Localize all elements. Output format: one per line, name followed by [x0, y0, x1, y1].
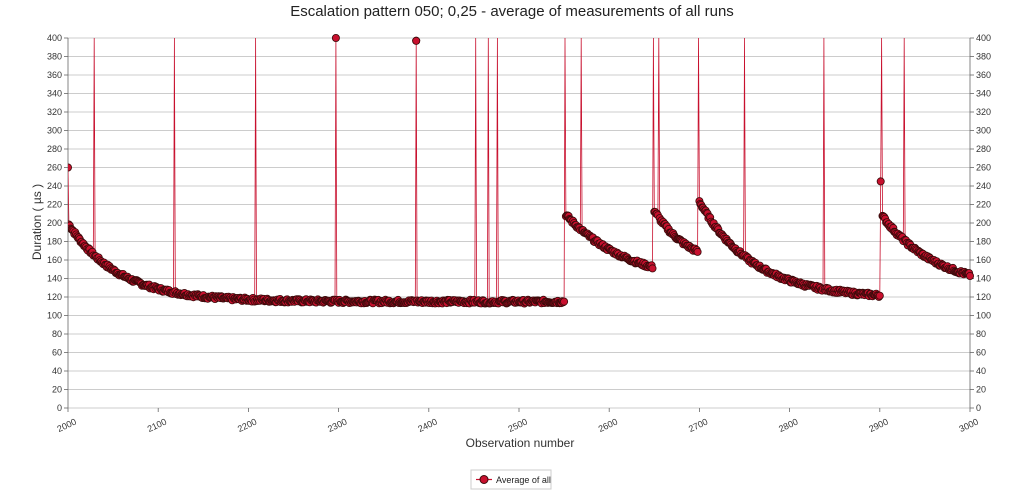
x-tick-label: 2900 — [867, 417, 889, 435]
y-tick-label: 80 — [52, 329, 62, 339]
y-tick-label: 340 — [976, 89, 991, 99]
y-tick-label: 100 — [976, 311, 991, 321]
y-tick-label: 140 — [47, 274, 62, 284]
grid — [67, 37, 971, 409]
y-tick-label: 40 — [976, 366, 986, 376]
x-tick-label: 2100 — [146, 417, 168, 435]
x-tick-label: 2500 — [507, 417, 529, 435]
y-tick-label: 160 — [976, 255, 991, 265]
data-point — [68, 163, 72, 172]
y-tick-label: 0 — [57, 403, 62, 413]
y-axis-right: 0 20 40 60 80 100 120 140 160 180 200 220 240 260 280 3… — [970, 33, 991, 413]
y-tick-label: 380 — [47, 52, 62, 62]
data-point — [876, 177, 885, 186]
y-tick-label: 0 — [976, 403, 981, 413]
y-tick-label: 120 — [976, 292, 991, 302]
y-tick-label: 200 — [47, 218, 62, 228]
y-tick-label: 320 — [976, 107, 991, 117]
legend-label: Average of all — [496, 475, 551, 485]
y-tick-label: 40 — [52, 366, 62, 376]
series-average-of-all — [68, 34, 975, 308]
y-tick-label: 280 — [976, 144, 991, 154]
x-tick-label: 2400 — [416, 417, 438, 435]
x-tick-label: 2200 — [236, 417, 258, 435]
y-tick-label: 260 — [47, 163, 62, 173]
y-axis-left: 0 20 40 60 80 100 120 140 160 180 200 220 240 260 280 3… — [47, 33, 68, 413]
y-tick-label: 180 — [47, 237, 62, 247]
y-tick-label: 140 — [976, 274, 991, 284]
chart-title: Escalation pattern 050; 0,25 - average o… — [290, 3, 734, 20]
y-tick-label: 300 — [47, 126, 62, 136]
spike-point — [412, 36, 421, 45]
y-tick-label: 360 — [47, 70, 62, 80]
y-tick-label: 200 — [976, 218, 991, 228]
y-tick-label: 280 — [47, 144, 62, 154]
x-axis-label: Observation number — [466, 436, 575, 450]
x-tick-label: 3000 — [958, 417, 980, 435]
x-tick-label: 2000 — [56, 417, 78, 435]
y-tick-label: 380 — [976, 52, 991, 62]
y-tick-label: 340 — [47, 89, 62, 99]
x-tick-label: 2300 — [326, 417, 348, 435]
data-point — [560, 297, 569, 306]
y-tick-label: 220 — [47, 200, 62, 210]
y-tick-label: 80 — [976, 329, 986, 339]
series-line — [68, 37, 971, 305]
spike-point — [331, 34, 340, 43]
y-tick-label: 240 — [976, 181, 991, 191]
y-tick-label: 20 — [52, 385, 62, 395]
data-point — [966, 271, 975, 280]
y-tick-label: 20 — [976, 385, 986, 395]
y-tick-label: 400 — [47, 33, 62, 43]
x-tick-label: 2800 — [777, 417, 799, 435]
x-axis: 2000 2100 2200 2300 2400 2500 2600 2700 2800 2900… — [56, 408, 980, 434]
y-tick-label: 240 — [47, 181, 62, 191]
y-tick-label: 100 — [47, 311, 62, 321]
legend-marker — [479, 475, 489, 484]
data-point — [648, 264, 657, 273]
data-point — [693, 247, 702, 256]
y-tick-label: 120 — [47, 292, 62, 302]
y-tick-label: 360 — [976, 70, 991, 80]
y-tick-label: 180 — [976, 237, 991, 247]
y-tick-label: 300 — [976, 126, 991, 136]
x-tick-label: 2600 — [597, 417, 619, 435]
y-tick-label: 220 — [976, 200, 991, 210]
data-point — [875, 291, 884, 300]
y-tick-label: 320 — [47, 107, 62, 117]
legend-box — [470, 469, 552, 490]
y-tick-label: 60 — [52, 348, 62, 358]
x-tick-label: 2700 — [687, 417, 709, 435]
y-axis-label: Duration ( µs ) — [30, 184, 44, 260]
y-tick-label: 260 — [976, 163, 991, 173]
legend: Average of all — [470, 469, 552, 490]
y-tick-label: 400 — [976, 33, 991, 43]
y-tick-label: 60 — [976, 348, 986, 358]
y-tick-label: 160 — [47, 255, 62, 265]
